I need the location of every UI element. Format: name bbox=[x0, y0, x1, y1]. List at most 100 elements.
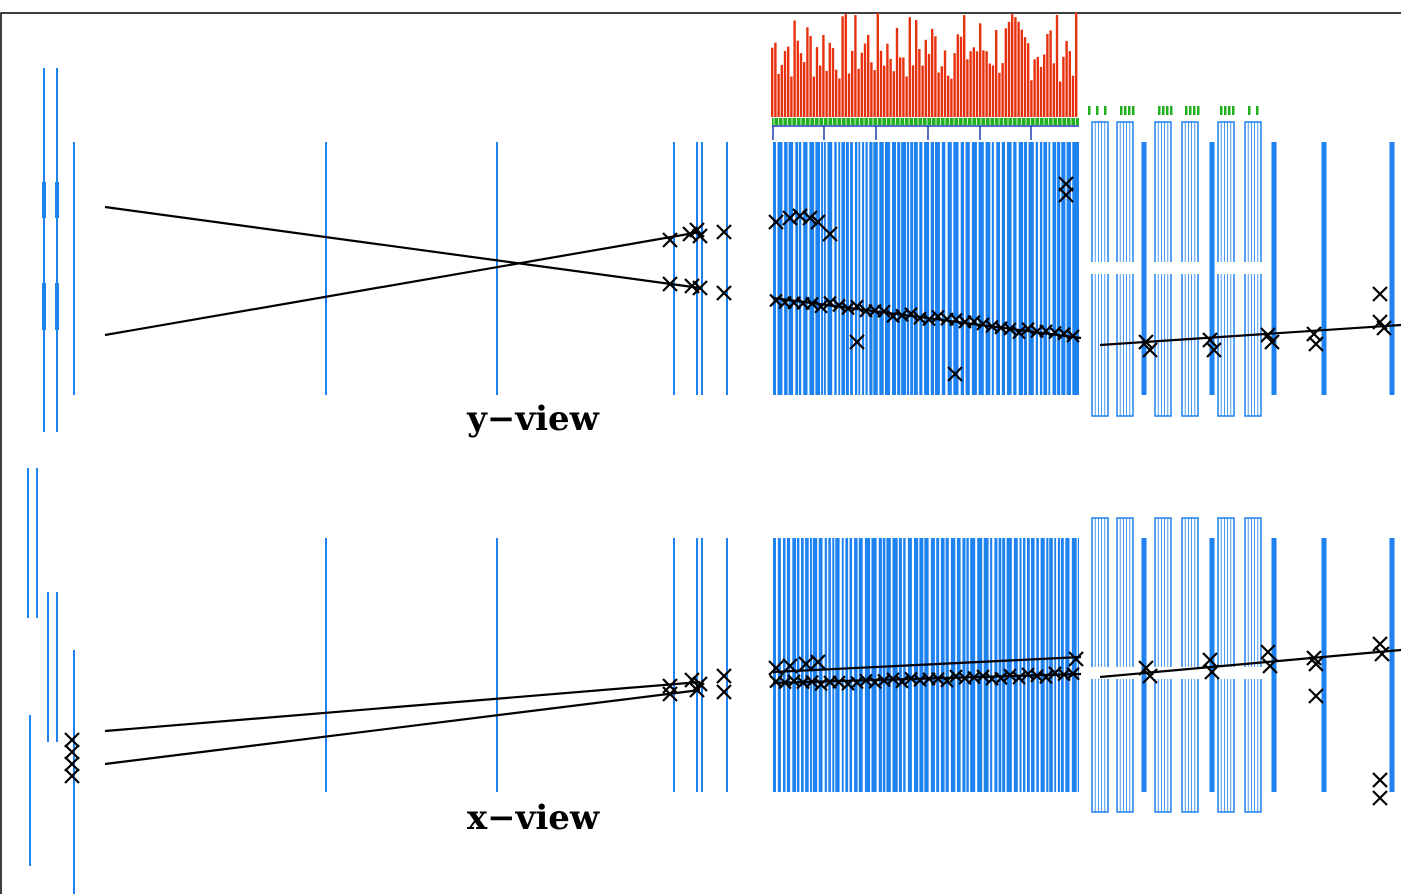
energy-histogram bbox=[771, 12, 1078, 118]
hit-cross-icon bbox=[684, 672, 700, 688]
histogram-bar bbox=[793, 20, 796, 117]
histogram-bar bbox=[1068, 51, 1071, 117]
histogram-bar bbox=[1027, 43, 1030, 118]
hit-cross-icon bbox=[662, 686, 678, 702]
hit-cross-icon bbox=[1012, 671, 1026, 685]
histogram-bar bbox=[1052, 63, 1055, 117]
histogram-bar bbox=[771, 47, 774, 118]
calorimeter-gap bbox=[983, 142, 986, 395]
hit-cross-icon bbox=[1021, 321, 1035, 336]
calorimeter-gap bbox=[917, 142, 920, 395]
histogram-bar bbox=[803, 62, 806, 117]
calorimeter-gap bbox=[1052, 538, 1055, 792]
histogram-bar bbox=[1071, 75, 1075, 117]
histogram-bar bbox=[937, 72, 940, 117]
calorimeter-gap bbox=[1056, 538, 1058, 792]
histogram-bar bbox=[889, 58, 892, 117]
hit-cross-icon bbox=[1376, 320, 1392, 336]
calorimeter-gap bbox=[793, 142, 796, 395]
hit-cross-icon bbox=[1039, 670, 1053, 685]
calorimeter-gap bbox=[890, 142, 892, 395]
muon-plane bbox=[1209, 142, 1215, 395]
histogram-bar bbox=[899, 57, 902, 117]
calorimeter-gap bbox=[857, 538, 859, 792]
hit-cross-icon bbox=[886, 672, 900, 686]
calorimeter-gap bbox=[1060, 538, 1061, 792]
calorimeter-gap bbox=[1033, 142, 1036, 395]
calorimeter-gap bbox=[1047, 142, 1049, 395]
histogram-bar bbox=[854, 15, 857, 118]
hit-cross-icon bbox=[692, 676, 708, 692]
hit-cross-icon bbox=[1308, 688, 1324, 704]
histogram-bar bbox=[953, 53, 956, 117]
histogram-bar bbox=[995, 30, 998, 117]
hit-cross-icon bbox=[823, 295, 837, 310]
calorimeter-gap bbox=[944, 538, 946, 792]
histogram-bar bbox=[777, 73, 780, 117]
hit-strip-tick bbox=[1185, 106, 1188, 115]
histogram-bar bbox=[812, 76, 815, 117]
histogram-bar bbox=[799, 53, 803, 117]
muon-plane bbox=[1209, 538, 1215, 792]
histogram-bar bbox=[1017, 21, 1020, 117]
histogram-bar bbox=[985, 51, 988, 118]
histogram-bar bbox=[940, 66, 943, 117]
hit-strip-tick bbox=[1158, 106, 1161, 115]
hit-strip-tick bbox=[1189, 106, 1192, 115]
hit-strip-tick bbox=[1248, 106, 1251, 115]
calorimeter-gap bbox=[988, 538, 991, 792]
histogram-bar bbox=[883, 65, 886, 117]
hit-cross-icon bbox=[692, 228, 708, 244]
hit-cross-icon bbox=[922, 312, 936, 327]
histogram-bar bbox=[787, 46, 790, 117]
histogram-bar bbox=[905, 76, 908, 117]
histogram-bar bbox=[1036, 57, 1039, 117]
calorimeter-gap bbox=[993, 142, 997, 395]
calorimeter-gap bbox=[1017, 538, 1020, 792]
module-gap bbox=[1091, 262, 1109, 274]
histogram-bar bbox=[1007, 21, 1011, 117]
histogram-bar bbox=[927, 53, 931, 117]
calorimeter-gap bbox=[1050, 142, 1053, 395]
hit-cross-icon bbox=[1262, 658, 1278, 674]
calorimeter-gap bbox=[801, 142, 804, 395]
histogram-bar bbox=[943, 50, 947, 117]
calorimeter-gap bbox=[1060, 142, 1062, 395]
calorimeter-gap bbox=[922, 142, 925, 395]
track-line bbox=[1099, 323, 1401, 347]
muon-plane bbox=[1141, 142, 1147, 395]
hit-cross-icon bbox=[810, 654, 826, 670]
hit-cross-icon bbox=[895, 675, 909, 689]
hit-cross-icon bbox=[1058, 187, 1074, 203]
calorimeter-gap bbox=[1038, 142, 1040, 395]
hit-strip-tick bbox=[1104, 106, 1107, 115]
hit-cross-icon bbox=[976, 317, 990, 331]
histogram-bar bbox=[991, 65, 995, 117]
histogram-bar bbox=[924, 39, 927, 117]
hit-cross-icon bbox=[1058, 176, 1074, 192]
calorimeter-gap bbox=[826, 538, 829, 792]
calorimeter-gap bbox=[848, 142, 851, 395]
histogram-bar bbox=[844, 14, 847, 118]
hit-cross-icon bbox=[64, 756, 80, 772]
calorimeter-gap bbox=[929, 142, 931, 395]
entry-plane-segment bbox=[55, 283, 59, 330]
histogram-bar bbox=[876, 13, 879, 117]
module-gap bbox=[1116, 262, 1134, 274]
hit-cross-icon bbox=[1066, 329, 1080, 343]
histogram-bar bbox=[931, 28, 934, 117]
calorimeter-gap bbox=[909, 142, 911, 395]
histogram-bar bbox=[783, 51, 787, 117]
hit-cross-icon bbox=[877, 304, 891, 319]
histogram-bar bbox=[1049, 30, 1052, 117]
hit-cross-icon bbox=[1260, 644, 1276, 660]
histogram-bar bbox=[975, 51, 979, 117]
hit-cross-icon bbox=[1012, 325, 1026, 340]
calorimeter-gap bbox=[945, 142, 948, 395]
histogram-bar bbox=[870, 62, 873, 117]
calorimeter-gap bbox=[1063, 538, 1066, 792]
calorimeter-gap bbox=[1034, 538, 1037, 792]
hit-strip-band bbox=[772, 118, 1079, 125]
module-gap bbox=[1217, 667, 1235, 679]
histogram-bar bbox=[902, 57, 905, 117]
